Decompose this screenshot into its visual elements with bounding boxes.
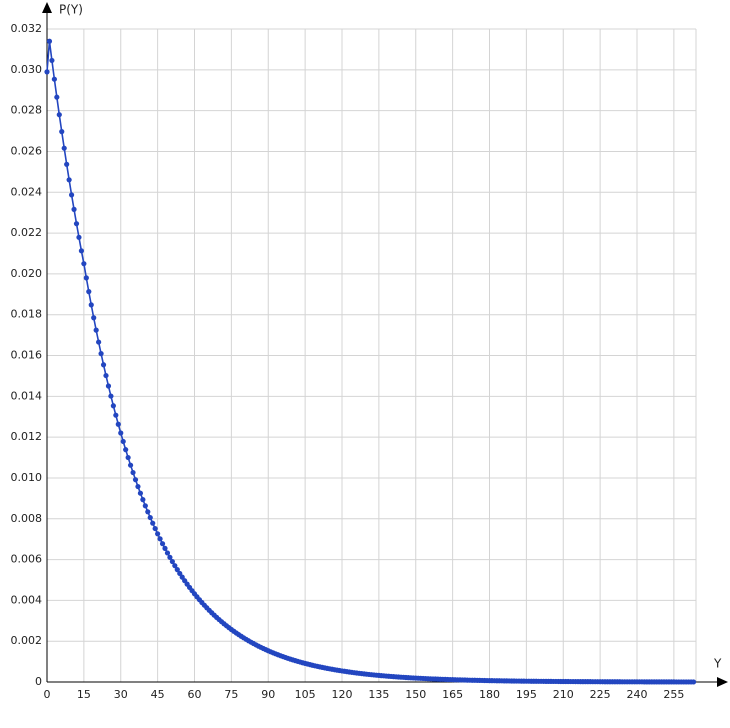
y-tick-label: 0.030 <box>11 63 43 76</box>
y-tick-label: 0.008 <box>11 512 43 525</box>
data-point <box>86 289 92 295</box>
data-point <box>137 490 144 496</box>
data-point <box>125 454 131 461</box>
y-tick-label: 0.004 <box>11 593 43 606</box>
y-tick-label: 0.010 <box>11 471 43 484</box>
x-tick-label: 15 <box>77 688 91 701</box>
y-tick-label: 0.026 <box>11 144 43 157</box>
data-point <box>140 497 146 503</box>
data-point <box>127 462 134 468</box>
data-point <box>100 362 107 368</box>
x-tick-label: 135 <box>368 688 389 701</box>
x-axis-arrow <box>717 677 728 687</box>
data-point <box>44 69 50 75</box>
y-tick-label: 0.006 <box>11 553 43 566</box>
data-point <box>64 161 70 167</box>
x-tick-label: 45 <box>151 688 165 701</box>
data-point <box>157 536 163 542</box>
data-point <box>167 554 173 560</box>
data-point <box>105 383 112 389</box>
y-tick-label: 0.012 <box>11 430 43 443</box>
data-point <box>103 372 109 379</box>
data-point <box>142 503 148 509</box>
x-axis-label: Y <box>713 657 722 671</box>
data-point <box>130 469 136 476</box>
data-point <box>118 430 124 436</box>
data-point <box>164 550 171 556</box>
data-point <box>147 514 153 521</box>
data-point <box>59 129 65 135</box>
x-tick-label: 60 <box>188 688 202 701</box>
data-point <box>123 447 129 453</box>
x-tick-label: 225 <box>590 688 611 701</box>
data-point <box>81 261 87 267</box>
data-point <box>152 525 158 532</box>
data-point <box>162 545 168 552</box>
data-point <box>96 339 102 345</box>
data-point <box>68 192 75 198</box>
y-axis-label: P(Y) <box>59 3 83 17</box>
x-tick-label: 120 <box>332 688 353 701</box>
data-point <box>108 393 114 399</box>
data-point <box>73 221 80 227</box>
data-point <box>71 206 77 212</box>
x-tick-label: 75 <box>224 688 238 701</box>
data-point <box>120 438 126 445</box>
x-tick-label: 105 <box>295 688 316 701</box>
data-point <box>91 315 97 321</box>
data-point <box>78 248 85 254</box>
y-tick-label: 0.020 <box>11 267 43 280</box>
y-axis-arrow <box>42 2 52 13</box>
y-tick-label: 0.016 <box>11 349 43 362</box>
x-tick-label: 30 <box>114 688 128 701</box>
data-point <box>132 477 139 483</box>
x-tick-label: 0 <box>44 688 51 701</box>
data-point <box>159 541 166 547</box>
x-tick-label: 240 <box>627 688 648 701</box>
y-tick-label: 0.002 <box>11 634 43 647</box>
data-point <box>61 145 67 151</box>
data-point <box>83 275 89 281</box>
y-tick-label: 0.018 <box>11 308 43 321</box>
x-tick-label: 180 <box>479 688 500 701</box>
data-point <box>93 327 99 333</box>
x-tick-label: 165 <box>442 688 463 701</box>
data-point <box>49 57 55 64</box>
y-tick-label: 0.014 <box>11 389 43 402</box>
x-tick-label: 255 <box>663 688 684 701</box>
data-point <box>172 563 178 569</box>
data-point <box>155 531 161 537</box>
data-point <box>690 679 697 685</box>
data-point <box>145 509 151 515</box>
data-point <box>110 403 116 409</box>
y-tick-label: 0.032 <box>11 22 43 35</box>
x-tick-label: 210 <box>553 688 574 701</box>
data-point <box>76 234 82 240</box>
data-point <box>177 570 183 577</box>
data-point <box>66 177 72 183</box>
data-point <box>150 520 156 526</box>
data-point <box>46 38 53 44</box>
x-tick-label: 150 <box>405 688 426 701</box>
data-point <box>113 412 119 418</box>
y-tick-label: 0.022 <box>11 226 43 239</box>
y-tick-label: 0.028 <box>11 104 43 117</box>
data-point <box>54 94 60 100</box>
data-point <box>169 558 175 565</box>
data-point <box>174 567 180 573</box>
y-tick-label: 0.024 <box>11 185 43 198</box>
data-point <box>115 421 121 427</box>
y-tick-label: 0 <box>35 675 42 688</box>
data-point <box>88 302 94 308</box>
x-tick-label: 195 <box>516 688 537 701</box>
data-point <box>56 112 62 118</box>
x-tick-label: 90 <box>261 688 275 701</box>
data-point <box>98 351 104 357</box>
data-point <box>135 483 141 490</box>
data-point <box>51 76 57 82</box>
